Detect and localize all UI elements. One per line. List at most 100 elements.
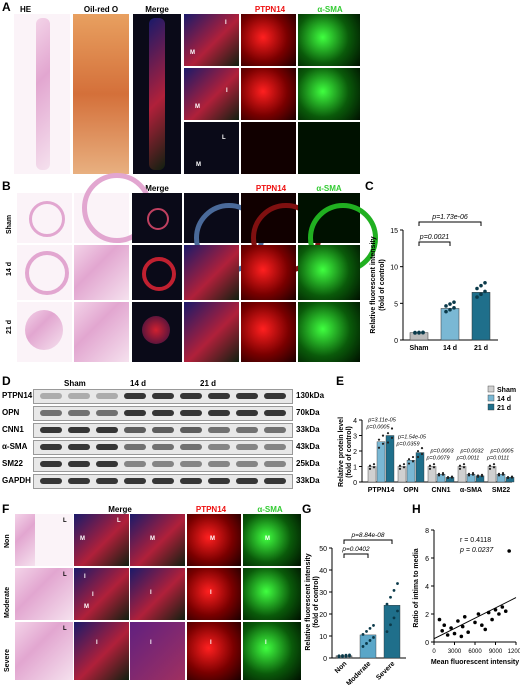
d-band-3-8	[264, 444, 286, 450]
h-point-20	[503, 609, 508, 613]
f-green-non	[243, 514, 301, 566]
e-pt-1-1-1	[411, 460, 415, 463]
d-blot-2	[33, 423, 293, 438]
d-kda-3: 43kDa	[296, 442, 320, 451]
e-bar-0-0	[367, 466, 377, 483]
d-band-2-6	[208, 427, 230, 433]
d-protein-4: SM22	[2, 459, 23, 468]
d-band-3-1	[68, 444, 90, 450]
d-band-1-7	[236, 410, 258, 416]
e-pval-b-1: p=0.0359	[395, 442, 419, 448]
f-green-severe	[243, 622, 301, 680]
c-bar-2	[471, 292, 491, 341]
h-ytick-label-4: 8	[425, 528, 429, 535]
d-band-1-0	[40, 410, 62, 416]
f-red-non	[187, 514, 241, 566]
panel-label-f: F	[2, 502, 10, 516]
h-point-6	[456, 619, 460, 623]
c-pval-1: p=0.0021	[419, 234, 449, 241]
d-protein-0: PTPN14	[2, 391, 33, 400]
e-pval-b-3: p=0.0011	[456, 456, 480, 462]
c-point-2-1	[479, 292, 483, 297]
c-point-2-3	[475, 286, 479, 291]
d-band-1-6	[208, 410, 230, 416]
c-xlabel-0: Sham	[409, 345, 428, 352]
a-oil-header: Oil-red O	[83, 5, 119, 14]
b-green-sham	[298, 193, 378, 273]
d-band-5-3	[124, 478, 146, 484]
d-band-1-8	[264, 410, 286, 416]
f-lab-m1: M	[80, 536, 85, 542]
a-label-m3: M	[196, 162, 201, 168]
a-inset-merge-3	[184, 122, 239, 174]
e-bar-0-1	[376, 441, 386, 483]
e-pval-b-2: p=0.0079	[425, 456, 449, 462]
c-point-1-3	[444, 304, 448, 308]
e-pt-3-0-3	[462, 463, 466, 466]
e-legend-swatch-2	[487, 403, 495, 411]
c-ytick-label-2: 10	[390, 265, 398, 272]
f-row-severe: Severe	[4, 649, 11, 672]
b-red-sham	[241, 193, 321, 273]
e-pt-0-0-2	[368, 464, 372, 467]
d-kda-2: 33kDa	[296, 425, 320, 434]
h-point-13	[480, 623, 484, 627]
e-pt-0-0-0	[368, 467, 372, 470]
d-kda-1: 70kDa	[296, 408, 320, 417]
f-lab-l1: L	[63, 518, 67, 524]
d-band-3-0	[40, 444, 62, 450]
c-ytick-label-1: 5	[394, 301, 398, 308]
d-band-2-7	[236, 427, 258, 433]
d-band-4-2	[96, 461, 118, 467]
f-he-severe	[15, 622, 73, 680]
e-xlabel-3: α-SMA	[460, 487, 482, 494]
e-pt-3-1-2	[467, 472, 471, 475]
f-lab-i8: I	[265, 640, 267, 646]
h-p-value: p = 0.0237	[459, 547, 494, 554]
e-legend-swatch-1	[487, 394, 495, 402]
e-bar-4-1	[496, 474, 506, 483]
e-pt-0-2-1	[390, 436, 394, 439]
c-point-1-0	[444, 309, 448, 314]
a-inset-green-2	[298, 68, 360, 120]
h-xlabel: Mean fluorescent intensity	[431, 659, 519, 666]
h-point-18	[497, 612, 501, 616]
d-band-1-5	[180, 410, 202, 416]
panel-label-d: D	[2, 374, 11, 388]
h-point-19	[500, 605, 505, 609]
f-he-moderate	[15, 568, 73, 620]
b-asma-header: α-SMA	[316, 184, 342, 193]
e-pt-4-0-1	[492, 466, 496, 469]
g-pt-0-7	[348, 653, 351, 657]
b-row-21d: 21 d	[6, 319, 13, 334]
panel-label-a: A	[2, 0, 11, 14]
g-xlabel-2: Severe	[375, 660, 396, 681]
f-ptpn14-header: PTPN14	[195, 505, 227, 514]
h-point-16	[490, 617, 494, 622]
d-band-4-7	[236, 461, 258, 467]
d-band-0-2	[96, 393, 118, 399]
d-band-3-3	[124, 444, 146, 450]
f-lab-i1: I	[84, 574, 86, 580]
d-band-4-3	[124, 461, 146, 467]
h-point-0	[437, 617, 442, 622]
d-band-2-1	[68, 427, 90, 433]
a-he-header: HE	[20, 5, 32, 14]
e-bar-2-1	[436, 474, 446, 483]
d-band-4-1	[68, 461, 90, 467]
e-pval-a-1: p=1.54e-05	[397, 435, 427, 441]
e-pt-2-2-2	[446, 476, 450, 479]
b-he-sham-zoom	[74, 173, 152, 243]
e-pt-0-2-0	[386, 441, 390, 444]
a-label-i1: I	[225, 20, 227, 26]
d-band-4-4	[152, 461, 174, 467]
e-pval-b-4: p=0.0111	[486, 456, 509, 462]
g-pt-1-7	[372, 624, 375, 627]
e-pt-1-0-1	[402, 466, 406, 469]
c-xlabel-1: 14 d	[443, 345, 457, 352]
b-he-14d	[17, 245, 72, 300]
c-point-2-2	[483, 289, 487, 294]
c-xlabel-2: 21 d	[474, 345, 488, 352]
panel-label-g: G	[302, 502, 312, 516]
a-label-m2: M	[195, 104, 200, 110]
